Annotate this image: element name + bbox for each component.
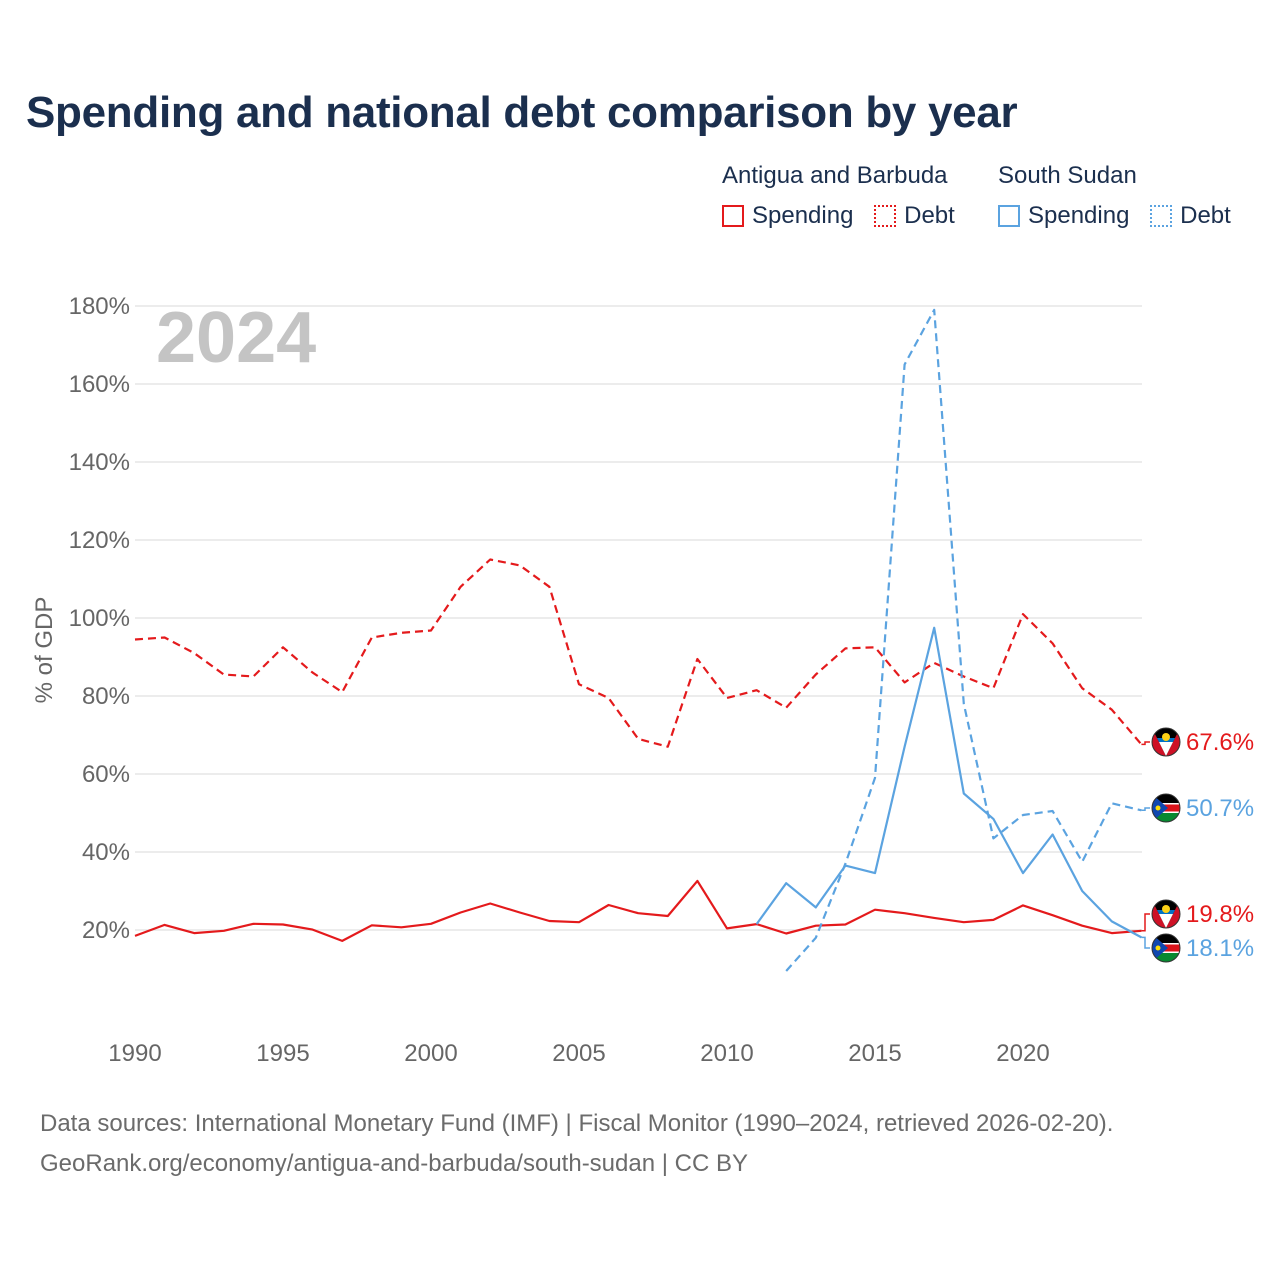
series-line-south_sudan-debt bbox=[785, 308, 1142, 972]
series-line-antigua-debt bbox=[134, 558, 1143, 748]
x-tick-label: 1995 bbox=[256, 1040, 309, 1067]
legend-south-sudan-debt: Debt bbox=[1180, 202, 1231, 229]
y-tick-label: 40% bbox=[82, 839, 130, 866]
x-tick-label: 2015 bbox=[848, 1040, 901, 1067]
year-watermark: 2024 bbox=[156, 298, 316, 378]
x-tick-label: 2005 bbox=[552, 1040, 605, 1067]
legend-dotted-swatch-icon bbox=[1150, 205, 1173, 227]
legend-south-sudan-spending: Spending bbox=[1028, 202, 1130, 229]
x-tick-label: 2010 bbox=[700, 1040, 753, 1067]
legend-solid-swatch-icon bbox=[722, 205, 744, 227]
y-tick-label: 180% bbox=[69, 293, 130, 320]
label-connector bbox=[1141, 807, 1150, 812]
end-value-label: 67.6% bbox=[1186, 729, 1254, 756]
source-line-2: GeoRank.org/economy/antigua-and-barbuda/… bbox=[40, 1150, 748, 1177]
end-value-label: 50.7% bbox=[1186, 795, 1254, 822]
label-connector bbox=[1141, 913, 1150, 932]
source-line-1: Data sources: International Monetary Fun… bbox=[40, 1110, 1114, 1137]
y-tick-label: 160% bbox=[69, 371, 130, 398]
source-note: Data sources: International Monetary Fun… bbox=[40, 1104, 1113, 1184]
chart-title: Spending and national debt comparison by… bbox=[26, 88, 1018, 137]
south-sudan-flag-icon bbox=[1151, 933, 1181, 963]
legend-solid-swatch-icon bbox=[998, 205, 1020, 227]
y-tick-label: 60% bbox=[82, 761, 130, 788]
x-tick-label: 1990 bbox=[108, 1040, 161, 1067]
label-connector bbox=[1141, 936, 1150, 949]
x-tick-label: 2000 bbox=[404, 1040, 457, 1067]
antigua-flag-icon bbox=[1151, 727, 1181, 757]
legend-south-sudan: South Sudan Spending Debt bbox=[998, 162, 1231, 230]
legend-country-south-sudan: South Sudan bbox=[998, 162, 1137, 189]
series-line-antigua-spending bbox=[134, 879, 1142, 942]
end-value-label: 18.1% bbox=[1186, 935, 1254, 962]
y-tick-label: 80% bbox=[82, 683, 130, 710]
y-tick-label: 120% bbox=[69, 527, 130, 554]
legend-antigua-debt: Debt bbox=[904, 202, 955, 229]
legend-antigua-spending: Spending bbox=[752, 202, 854, 229]
y-tick-label: 20% bbox=[82, 917, 130, 944]
legend-dotted-swatch-icon bbox=[874, 205, 897, 227]
y-tick-label: 140% bbox=[69, 449, 130, 476]
legend-antigua: Antigua and Barbuda Spending Debt bbox=[722, 162, 955, 230]
x-tick-label: 2020 bbox=[996, 1040, 1049, 1067]
end-value-label: 19.8% bbox=[1186, 901, 1254, 928]
label-connector bbox=[1141, 741, 1150, 746]
south-sudan-flag-icon bbox=[1151, 793, 1181, 823]
y-tick-label: 100% bbox=[69, 605, 130, 632]
y-axis-label: % of GDP bbox=[31, 597, 58, 704]
antigua-flag-icon bbox=[1151, 899, 1181, 929]
legend-country-antigua: Antigua and Barbuda bbox=[722, 162, 948, 189]
series-line-south_sudan-spending bbox=[755, 626, 1142, 939]
